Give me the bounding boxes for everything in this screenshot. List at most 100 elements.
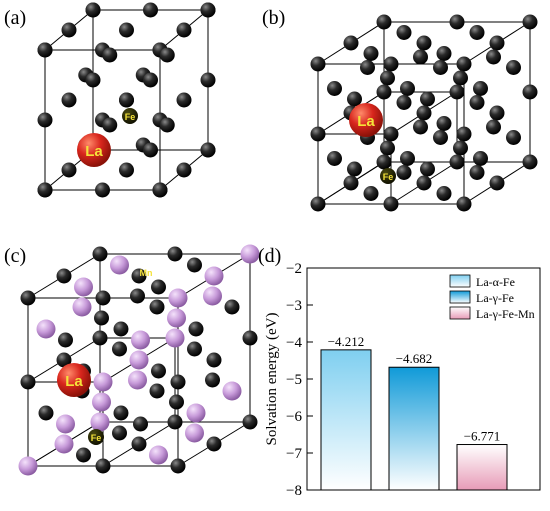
y-tick-label: −6: [286, 409, 302, 425]
fe-atom: [489, 35, 505, 51]
fe-atom: [436, 46, 452, 61]
fe-atom: [151, 363, 166, 379]
fe-atom: [143, 72, 158, 88]
fe-atom: [420, 91, 435, 107]
y-tick-label: −3: [286, 298, 302, 314]
fe-atom: [396, 95, 412, 110]
fe-atom: [56, 352, 72, 368]
la-atom-label: La: [65, 373, 83, 390]
bar: [320, 349, 372, 491]
lattice-b-fcc: [310, 14, 538, 212]
bar: [456, 444, 508, 491]
mn-atom: [18, 456, 38, 476]
fe-atom: [112, 425, 127, 441]
fe-atom: [376, 14, 392, 30]
fe-atom: [37, 42, 53, 58]
fe-atom: [453, 70, 468, 86]
panel-a-label: (a): [4, 7, 26, 29]
fe-atom: [383, 56, 399, 72]
bar-value-label: −6.771: [464, 429, 501, 444]
bars: −4.212 −4.682 −6.771: [320, 334, 508, 491]
la-atom: La: [349, 103, 383, 137]
fe-atom: [159, 117, 175, 133]
fe-atom: [489, 105, 505, 121]
fe-atom: [95, 182, 110, 198]
fe-atom: [416, 105, 432, 121]
fe-atom: [473, 151, 488, 166]
fe-atom: [187, 257, 202, 273]
mn-atom: [131, 330, 150, 350]
fe-solute-atom: Fe: [380, 168, 396, 184]
fe-atom: [85, 72, 101, 88]
mn-atom: [110, 255, 129, 275]
fe-atom: [436, 186, 452, 201]
mn-atom: [90, 412, 110, 432]
fe-atom: [347, 91, 362, 107]
fe-atom: [413, 119, 428, 135]
fe-solute-atom: Fe: [122, 108, 138, 124]
fe-atom: [343, 35, 359, 51]
fe-atom: [522, 14, 538, 30]
fe-atom: [176, 92, 192, 108]
mn-atom: [128, 370, 147, 390]
bar-value-label: −4.682: [396, 351, 433, 366]
fe-atom: [200, 2, 216, 18]
legend-entry: La-γ-Fe-Mn: [476, 307, 535, 321]
mn-atom: [222, 381, 242, 401]
bar: [388, 366, 440, 491]
y-tick-label: −5: [286, 372, 302, 388]
fe-atom: [383, 196, 399, 212]
fe-atom: [37, 182, 53, 198]
fe-atom: [433, 130, 448, 145]
fe-atom: [76, 447, 91, 463]
fe-atom: [20, 374, 36, 390]
fe-atom: [436, 116, 452, 131]
fe-atom: [433, 60, 448, 75]
fe-atom: [149, 299, 165, 315]
panel-b-label: (b): [262, 7, 285, 29]
fe-atom: [85, 2, 101, 18]
panel-a: (a) La Fe: [4, 2, 216, 198]
fe-atom: [376, 84, 392, 100]
mn-atom: [240, 244, 260, 264]
fe-atom: [176, 162, 192, 178]
panel-b: (b) La Fe: [262, 7, 538, 212]
fe-atom: [205, 372, 220, 388]
legend-entry: La-α-Fe: [476, 275, 515, 289]
fe-atom: [133, 416, 148, 432]
fe-atom: [95, 458, 111, 474]
fe-atom: [113, 321, 129, 337]
mn-atom: [72, 297, 92, 317]
fe-atom: [102, 47, 118, 63]
fe-atom: [310, 196, 326, 212]
la-atom: La: [57, 363, 91, 397]
fe-atom: [416, 35, 432, 51]
fe-atom: [159, 47, 175, 63]
fe-atom: [486, 49, 501, 65]
fe-atom: [37, 112, 53, 128]
fe-atom: [151, 279, 166, 295]
fe-atom: [506, 130, 521, 145]
fe-atom: [363, 186, 379, 201]
fe-atom: [224, 299, 240, 315]
fe-atom: [130, 288, 145, 304]
mn-atom: [186, 403, 206, 423]
fe-atom: [131, 436, 147, 452]
fe-atom: [456, 56, 472, 72]
fe-atom: [376, 154, 392, 170]
fe-atom: [61, 92, 77, 108]
legend: La-α-Fe La-γ-Fe La-γ-Fe-Mn: [449, 274, 535, 321]
mn-atom: [204, 266, 224, 286]
fe-atom: [119, 92, 134, 108]
fe-atom: [56, 268, 72, 284]
y-tick-label: −4: [286, 335, 302, 351]
mn-atom-label: Mn: [140, 268, 153, 278]
la-atom-label: La: [357, 113, 375, 130]
fe-atom: [396, 25, 412, 40]
fe-atom: [449, 154, 465, 170]
panel-d-label: (d): [258, 245, 281, 267]
fe-atom: [473, 81, 488, 96]
fe-atom: [343, 175, 359, 191]
fe-atom: [456, 196, 472, 212]
